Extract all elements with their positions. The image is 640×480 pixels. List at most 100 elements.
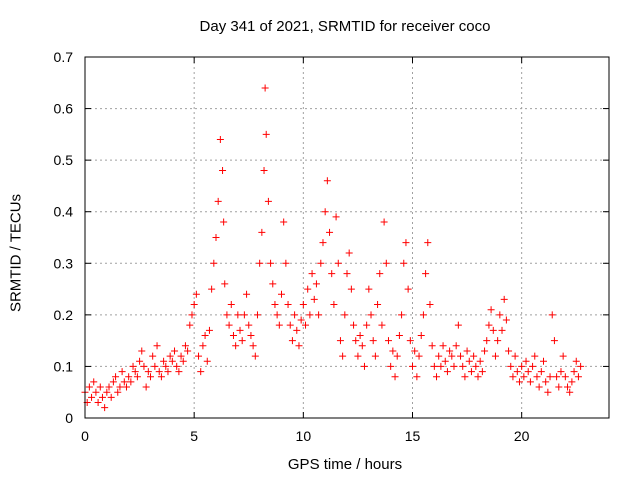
data-point <box>419 311 427 319</box>
data-point <box>450 362 458 370</box>
data-point <box>411 347 419 355</box>
data-point <box>511 352 519 360</box>
data-point <box>199 342 207 350</box>
data-point <box>205 326 213 334</box>
data-point <box>334 259 342 267</box>
data-point <box>107 393 115 401</box>
data-point <box>125 373 133 381</box>
data-point <box>306 311 314 319</box>
data-point <box>487 306 495 314</box>
data-point <box>393 352 401 360</box>
data-point <box>319 239 327 247</box>
data-point <box>98 393 106 401</box>
data-point <box>173 362 181 370</box>
data-point <box>382 259 390 267</box>
data-point <box>177 352 185 360</box>
data-point <box>542 378 550 386</box>
data-point <box>544 388 552 396</box>
data-point <box>94 399 102 407</box>
data-point <box>354 352 362 360</box>
y-tick-label: 0.7 <box>54 49 74 65</box>
data-point <box>245 321 253 329</box>
data-point <box>192 290 200 298</box>
data-point <box>448 352 456 360</box>
data-point <box>572 357 580 365</box>
data-point <box>90 378 98 386</box>
data-point <box>140 362 148 370</box>
data-point <box>186 321 194 329</box>
data-point <box>127 378 135 386</box>
data-point <box>559 352 567 360</box>
data-point <box>203 357 211 365</box>
data-point <box>219 166 227 174</box>
data-point <box>413 373 421 381</box>
data-point <box>345 249 353 257</box>
data-point <box>227 301 235 309</box>
data-point <box>166 352 174 360</box>
data-point <box>557 368 565 376</box>
data-point <box>216 136 224 144</box>
data-point <box>496 311 504 319</box>
data-point <box>485 321 493 329</box>
data-point <box>153 342 161 350</box>
data-point <box>299 301 307 309</box>
data-point <box>188 311 196 319</box>
data-point <box>564 383 572 391</box>
data-point <box>461 373 469 381</box>
data-point <box>430 362 438 370</box>
data-point <box>476 357 484 365</box>
data-point <box>454 321 462 329</box>
data-point <box>491 352 499 360</box>
y-tick-label: 0.5 <box>54 152 74 168</box>
data-point <box>533 373 541 381</box>
data-point <box>157 373 165 381</box>
data-point <box>278 290 285 298</box>
data-point <box>308 270 316 278</box>
data-point <box>343 270 351 278</box>
data-point <box>389 347 397 355</box>
data-point <box>515 378 523 386</box>
y-tick-label: 0.3 <box>54 255 74 271</box>
data-point <box>548 311 556 319</box>
x-tick-label: 15 <box>405 428 421 444</box>
data-point <box>433 373 441 381</box>
data-point <box>360 362 368 370</box>
y-tick-label: 0.1 <box>54 358 74 374</box>
data-point <box>467 368 475 376</box>
data-point <box>574 373 582 381</box>
data-point <box>428 342 436 350</box>
data-point <box>404 285 412 293</box>
data-point <box>435 352 443 360</box>
x-axis-label: GPS time / hours <box>287 456 403 473</box>
data-point <box>92 388 100 396</box>
data-point <box>142 383 150 391</box>
data-point <box>426 301 434 309</box>
data-point <box>304 285 312 293</box>
data-point <box>240 311 248 319</box>
data-point <box>267 259 275 267</box>
data-point <box>133 373 141 381</box>
axis-ticks: 0 0.1 0.2 0.3 0.4 0.5 0.6 0.7 0 5 10 15 20 <box>54 49 609 444</box>
data-point <box>465 357 473 365</box>
data-point <box>229 331 237 339</box>
data-point <box>400 259 408 267</box>
data-point <box>367 311 375 319</box>
data-point <box>136 357 144 365</box>
data-point <box>88 393 96 401</box>
data-point <box>256 259 264 267</box>
data-point <box>253 311 261 319</box>
data-point <box>291 311 299 319</box>
data-point <box>195 352 203 360</box>
data-point <box>452 342 460 350</box>
x-tick-label: 20 <box>514 428 530 444</box>
data-point <box>144 368 152 376</box>
data-point <box>116 383 124 391</box>
data-point <box>330 301 338 309</box>
data-point <box>280 218 288 226</box>
data-point <box>223 311 231 319</box>
data-point <box>417 331 425 339</box>
data-point <box>201 331 209 339</box>
data-point <box>96 383 104 391</box>
data-point <box>101 404 109 412</box>
